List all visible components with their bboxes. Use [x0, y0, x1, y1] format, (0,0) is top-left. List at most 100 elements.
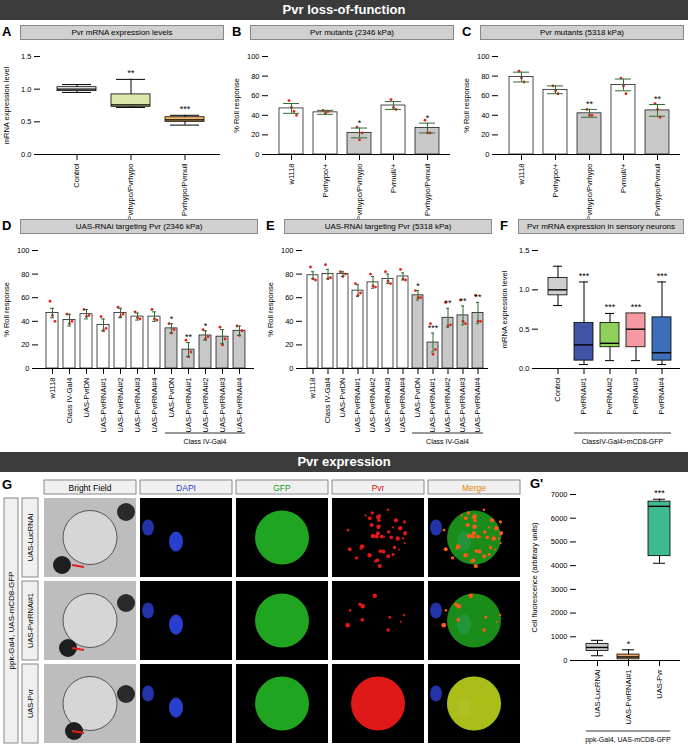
svg-text:**: **: [586, 99, 594, 109]
svg-text:% Roll response: % Roll response: [266, 282, 275, 337]
svg-text:UAS-PvrRNAi#3: UAS-PvrRNAi#3: [133, 378, 142, 433]
svg-text:100: 100: [281, 246, 294, 255]
svg-text:UAS-PvrRNAi#2: UAS-PvrRNAi#2: [201, 378, 210, 433]
svg-text:w1118: w1118: [287, 164, 296, 186]
svg-text:*: *: [627, 639, 631, 649]
svg-text:PvrRNAi#2: PvrRNAi#2: [605, 378, 614, 415]
svg-text:Class IV-Gal4: Class IV-Gal4: [426, 438, 469, 445]
svg-text:**: **: [127, 68, 135, 78]
svg-text:40: 40: [251, 111, 259, 120]
svg-text:**: **: [459, 296, 467, 306]
svg-text:UAS-Pvr: UAS-Pvr: [26, 688, 35, 718]
svg-text:20: 20: [285, 340, 293, 349]
svg-text:40: 40: [21, 317, 29, 326]
svg-text:UAS-PvrRNAi#2: UAS-PvrRNAi#2: [116, 378, 125, 433]
svg-text:UAS-PvrRNAi#1: UAS-PvrRNAi#1: [99, 378, 108, 433]
svg-text:% Roll response: % Roll response: [232, 78, 241, 133]
svg-text:UAS-PvrRNAi#4: UAS-PvrRNAi#4: [235, 378, 244, 433]
svg-text:UAS-PvrRNAi#1: UAS-PvrRNAi#1: [624, 670, 633, 725]
svg-text:UAS-PvrRNAi#1: UAS-PvrRNAi#1: [353, 378, 362, 433]
svg-text:PvrRNAi#3: PvrRNAi#3: [631, 378, 640, 415]
svg-text:ppk-Gal4, UAS-mCD8-GFP: ppk-Gal4, UAS-mCD8-GFP: [7, 572, 16, 670]
svg-text:G: G: [2, 477, 12, 492]
svg-text:UAS-PvrDN: UAS-PvrDN: [413, 378, 422, 418]
svg-text:2000: 2000: [551, 608, 568, 617]
svg-text:0: 0: [289, 364, 293, 373]
svg-text:Class IV-Gal4: Class IV-Gal4: [65, 378, 74, 424]
svg-text:***: ***: [428, 323, 439, 333]
svg-text:UAS-PvrRNAi#4: UAS-PvrRNAi#4: [150, 378, 159, 433]
svg-text:Pvrhypo/Pvrhypo: Pvrhypo/Pvrhypo: [355, 164, 364, 221]
svg-text:UAS-PvrRNAi#4: UAS-PvrRNAi#4: [473, 378, 482, 433]
svg-text:Pvrhypo/Pvrhypo: Pvrhypo/Pvrhypo: [585, 164, 594, 221]
svg-text:UAS-PvrRNAi#2: UAS-PvrRNAi#2: [368, 378, 377, 433]
svg-text:**: **: [474, 292, 482, 302]
svg-text:***: ***: [631, 302, 642, 312]
svg-text:80: 80: [285, 270, 293, 279]
svg-text:DAPI: DAPI: [176, 483, 196, 493]
svg-text:0: 0: [25, 364, 29, 373]
svg-text:w1118: w1118: [48, 378, 57, 400]
svg-text:UAS-PvrRNAi#1: UAS-PvrRNAi#1: [26, 593, 35, 648]
svg-text:UAS-PvrDN: UAS-PvrDN: [167, 378, 176, 418]
svg-text:1.0: 1.0: [21, 85, 31, 94]
svg-text:100: 100: [247, 52, 260, 61]
svg-text:*: *: [416, 281, 420, 291]
svg-text:UAS-PvrRNAi#1: UAS-PvrRNAi#1: [428, 378, 437, 433]
svg-text:Pvrhypo/Pvrhypo: Pvrhypo/Pvrhypo: [126, 164, 135, 221]
svg-text:60: 60: [21, 293, 29, 302]
svg-text:***: ***: [180, 104, 191, 114]
svg-text:PvrRNAi#4: PvrRNAi#4: [657, 378, 666, 415]
svg-text:Cell fluorescence (arbitrary u: Cell fluorescence (arbitrary units): [530, 522, 539, 633]
svg-text:mRNA expression level: mRNA expression level: [2, 66, 11, 144]
svg-text:40: 40: [481, 111, 489, 120]
svg-text:ClassIV-Gal4>mCD8-GFP: ClassIV-Gal4>mCD8-GFP: [582, 438, 664, 445]
svg-text:60: 60: [481, 91, 489, 100]
svg-text:Class IV-Gal4: Class IV-Gal4: [184, 438, 227, 445]
svg-text:6000: 6000: [551, 514, 568, 523]
svg-text:0.0: 0.0: [519, 364, 529, 373]
svg-text:*: *: [204, 321, 208, 331]
svg-text:*: *: [170, 314, 174, 324]
svg-text:UAS-Pvr: UAS-Pvr: [655, 669, 664, 699]
svg-text:**: **: [185, 332, 193, 342]
svg-text:Pvrhypo/+: Pvrhypo/+: [321, 163, 330, 198]
svg-text:w1118: w1118: [517, 164, 526, 186]
svg-text:Pvrhypo/Pvrnull: Pvrhypo/Pvrnull: [423, 163, 432, 216]
svg-text:*: *: [358, 118, 362, 128]
svg-text:UAS-LucRNAi: UAS-LucRNAi: [26, 513, 35, 561]
svg-text:**: **: [444, 298, 452, 308]
svg-text:1.0: 1.0: [519, 285, 529, 294]
svg-text:UAS-PvrRNAi#1: UAS-PvrRNAi#1: [184, 378, 193, 433]
svg-text:Bright Field: Bright Field: [69, 483, 112, 493]
svg-text:0: 0: [255, 150, 259, 159]
svg-text:***: ***: [579, 271, 590, 281]
svg-text:PvrRNAi#1: PvrRNAi#1: [579, 378, 588, 415]
svg-text:GFP: GFP: [273, 483, 291, 493]
svg-text:7000: 7000: [551, 490, 568, 499]
svg-text:100: 100: [17, 246, 30, 255]
svg-text:20: 20: [251, 130, 259, 139]
svg-text:80: 80: [251, 72, 259, 81]
svg-text:60: 60: [285, 293, 293, 302]
svg-text:UAS-PvrRNAi#3: UAS-PvrRNAi#3: [218, 378, 227, 433]
svg-text:0.0: 0.0: [21, 150, 31, 159]
svg-text:80: 80: [481, 72, 489, 81]
svg-text:0.5: 0.5: [519, 325, 529, 334]
svg-text:UAS-LucRNAi: UAS-LucRNAi: [593, 669, 602, 717]
svg-text:20: 20: [481, 130, 489, 139]
svg-text:0.5: 0.5: [21, 117, 31, 126]
svg-text:Control: Control: [553, 377, 562, 402]
svg-text:Pvrnull/+: Pvrnull/+: [619, 163, 628, 193]
svg-text:ppk-Gal4, UAS-mCD8-GFP: ppk-Gal4, UAS-mCD8-GFP: [585, 736, 671, 744]
svg-text:1.5: 1.5: [21, 52, 31, 61]
svg-text:Class IV-Gal4: Class IV-Gal4: [323, 378, 332, 424]
svg-text:5000: 5000: [551, 537, 568, 546]
svg-text:% Roll response: % Roll response: [462, 78, 471, 133]
svg-text:Merge: Merge: [462, 483, 486, 493]
svg-text:% Roll response: % Roll response: [2, 282, 11, 337]
svg-text:Pvrhypo/+: Pvrhypo/+: [551, 163, 560, 198]
svg-text:**: **: [654, 94, 662, 104]
svg-text:1.5: 1.5: [519, 246, 529, 255]
svg-text:UAS-PvrDN: UAS-PvrDN: [82, 378, 91, 418]
